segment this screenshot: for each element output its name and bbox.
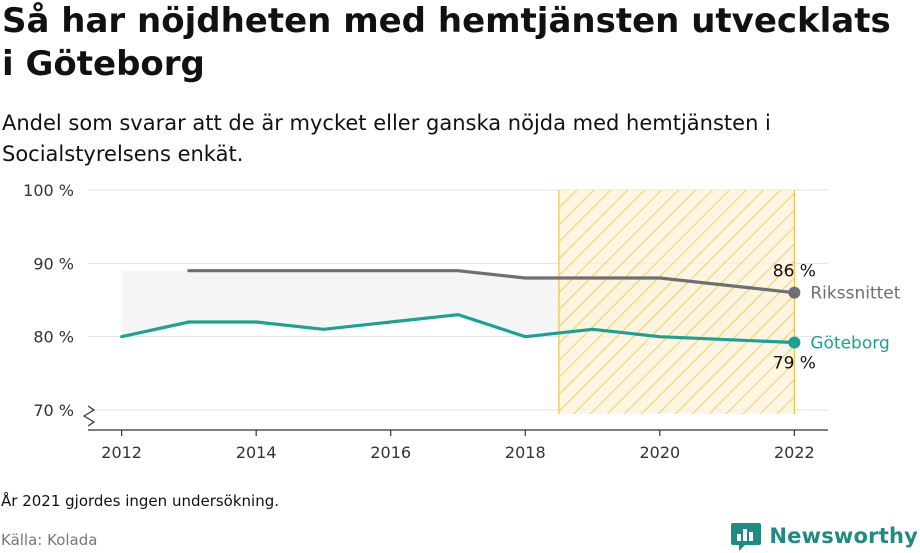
- source-text: Källa: Kolada: [1, 531, 98, 549]
- series-endpoint: [788, 286, 801, 299]
- series-name-label: Rikssnittet: [810, 284, 900, 304]
- series-lines: [120, 269, 801, 349]
- x-tick-label: 2012: [101, 443, 142, 462]
- series-name-label: Göteborg: [810, 334, 889, 354]
- x-tick-label: 2016: [370, 443, 411, 462]
- highlight-hatch: [558, 190, 795, 414]
- footnote: År 2021 gjordes ingen undersökning.: [1, 492, 280, 510]
- series-line-goteborg: [120, 313, 796, 345]
- y-tick-label: 80 %: [33, 328, 74, 347]
- newsworthy-logo-icon: [731, 523, 762, 551]
- y-tick-label: 100 %: [23, 181, 74, 200]
- y-tick-label: 70 %: [33, 401, 74, 420]
- axis-break-icon: [82, 405, 96, 427]
- series-value-label: 79 %: [773, 354, 816, 374]
- y-tick-label: 90 %: [33, 254, 74, 273]
- series-endpoint: [788, 336, 801, 349]
- brand-name: Newsworthy: [769, 524, 918, 548]
- x-tick-label: 2018: [505, 443, 546, 462]
- brand-logo-link[interactable]: Newsworthy: [729, 519, 918, 553]
- chart-subtitle: Andel som svarar att de är mycket eller …: [2, 111, 771, 166]
- series-line-riks: [187, 269, 796, 295]
- chart-title: Så har nöjdheten med hemtjänsten utveckl…: [2, 1, 891, 84]
- x-tick-label: 2014: [236, 443, 277, 462]
- highlight-region: [558, 190, 795, 414]
- line-chart: 70 % 80 % 90 % 100 % 2012 2014 2016 2018 2020 202…: [23, 181, 901, 462]
- x-tick-label: 2022: [774, 443, 815, 462]
- axes: 70 % 80 % 90 % 100 % 2012 2014 2016 2018 2020 202…: [23, 181, 828, 462]
- series-value-label: 86 %: [773, 262, 816, 282]
- x-tick-label: 2020: [639, 443, 680, 462]
